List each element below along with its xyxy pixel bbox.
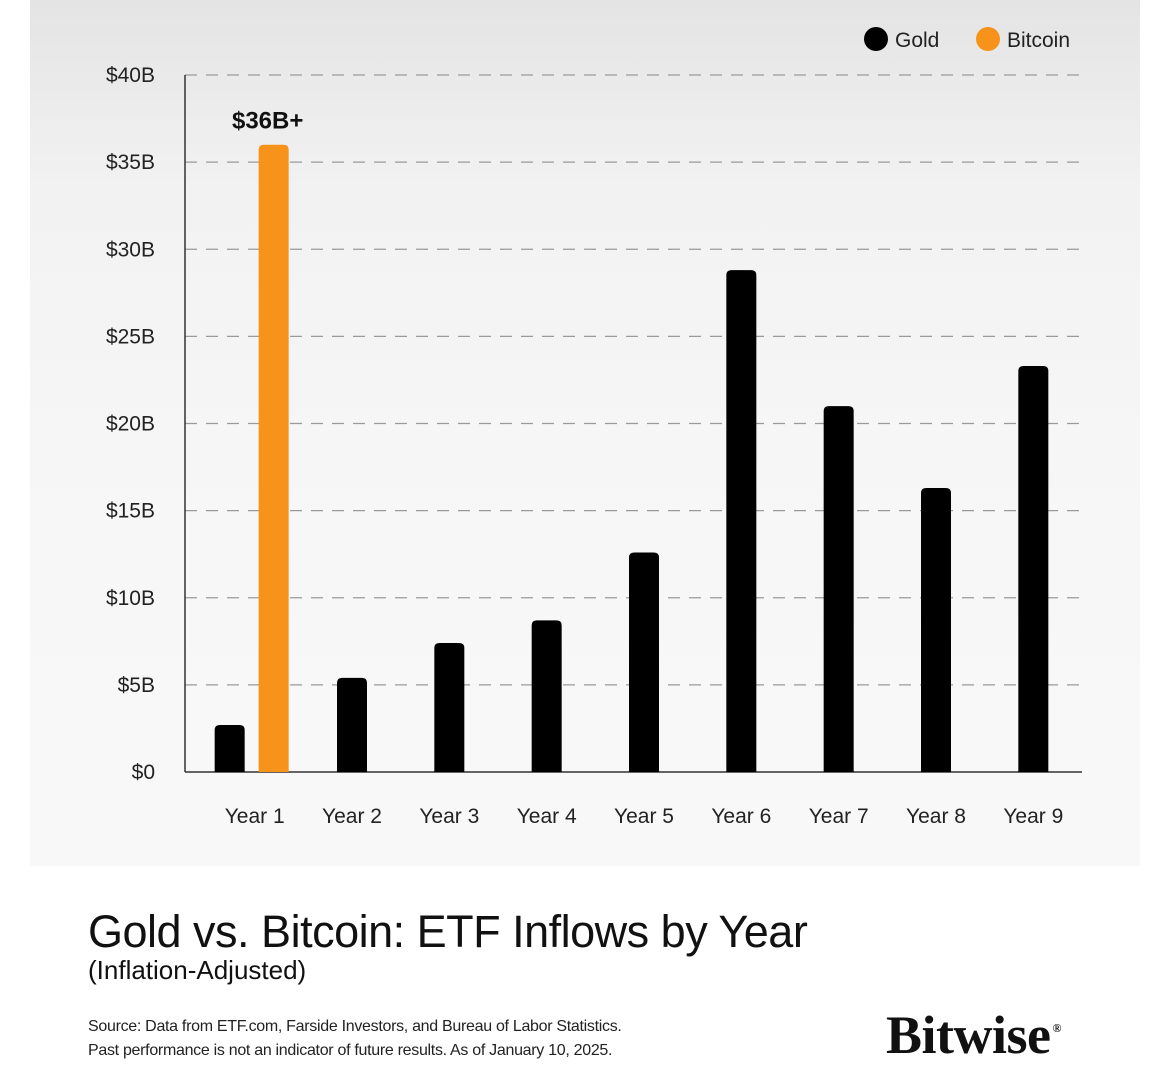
- legend-bitcoin-label: Bitcoin: [1007, 29, 1070, 52]
- chart-title: Gold vs. Bitcoin: ETF Inflows by Year: [88, 906, 808, 957]
- bar-gold: [531, 620, 562, 772]
- x-tick-label: Year 5: [614, 805, 674, 828]
- bar-gold: [629, 552, 659, 772]
- bar-chart: $0 $5B $10B $15B $20B $25B $30B $35B $40B $36B+ Ye…: [106, 27, 1082, 828]
- y-tick-label: $20B: [106, 413, 155, 436]
- x-tick-label: Year 2: [322, 805, 382, 828]
- bar-gold: [214, 724, 245, 772]
- x-tick-label: Year 3: [419, 805, 479, 828]
- y-tick-label: $40B: [106, 64, 155, 87]
- source-note: Source: Data from ETF.com, Farside Inves…: [88, 1018, 622, 1035]
- registered-mark: ®: [1052, 1021, 1062, 1035]
- x-tick-label: Year 8: [906, 805, 966, 828]
- bar-gold: [337, 677, 367, 772]
- y-tick-label: $35B: [106, 151, 155, 174]
- bar-gold: [921, 487, 951, 772]
- bar-data-label: $36B+: [232, 108, 303, 135]
- brand-logo: Bitwise ®: [886, 1008, 1061, 1062]
- x-tick-label: Year 1: [225, 805, 285, 828]
- y-tick-label: $15B: [106, 500, 155, 523]
- y-tick-label: $30B: [106, 238, 155, 261]
- x-tick-label: Year 9: [1003, 805, 1063, 828]
- legend-gold-label: Gold: [895, 29, 939, 52]
- disclaimer-note: Past performance is not an indicator of …: [88, 1042, 613, 1059]
- bar-gold: [434, 643, 465, 772]
- chart-panel: $0 $5B $10B $15B $20B $25B $30B $35B $40B $36B+ Ye…: [30, 0, 1140, 866]
- bar-gold: [726, 270, 757, 772]
- x-tick-label: Year 6: [711, 805, 771, 828]
- bar-gold: [823, 406, 854, 772]
- y-tick-label: $25B: [106, 325, 155, 348]
- bar-bitcoin: [258, 144, 289, 772]
- chart-subtitle: (Inflation-Adjusted): [88, 955, 307, 985]
- legend-gold-swatch: [864, 27, 888, 51]
- x-tick-label: Year 7: [809, 805, 869, 828]
- brand-name: Bitwise: [886, 1005, 1051, 1065]
- x-tick-label: Year 4: [517, 805, 577, 828]
- y-tick-label: $10B: [106, 587, 155, 610]
- y-tick-label: $5B: [118, 674, 155, 697]
- bar-gold: [1018, 365, 1049, 772]
- legend-bitcoin-swatch: [976, 27, 1000, 51]
- y-tick-label: $0: [132, 761, 155, 784]
